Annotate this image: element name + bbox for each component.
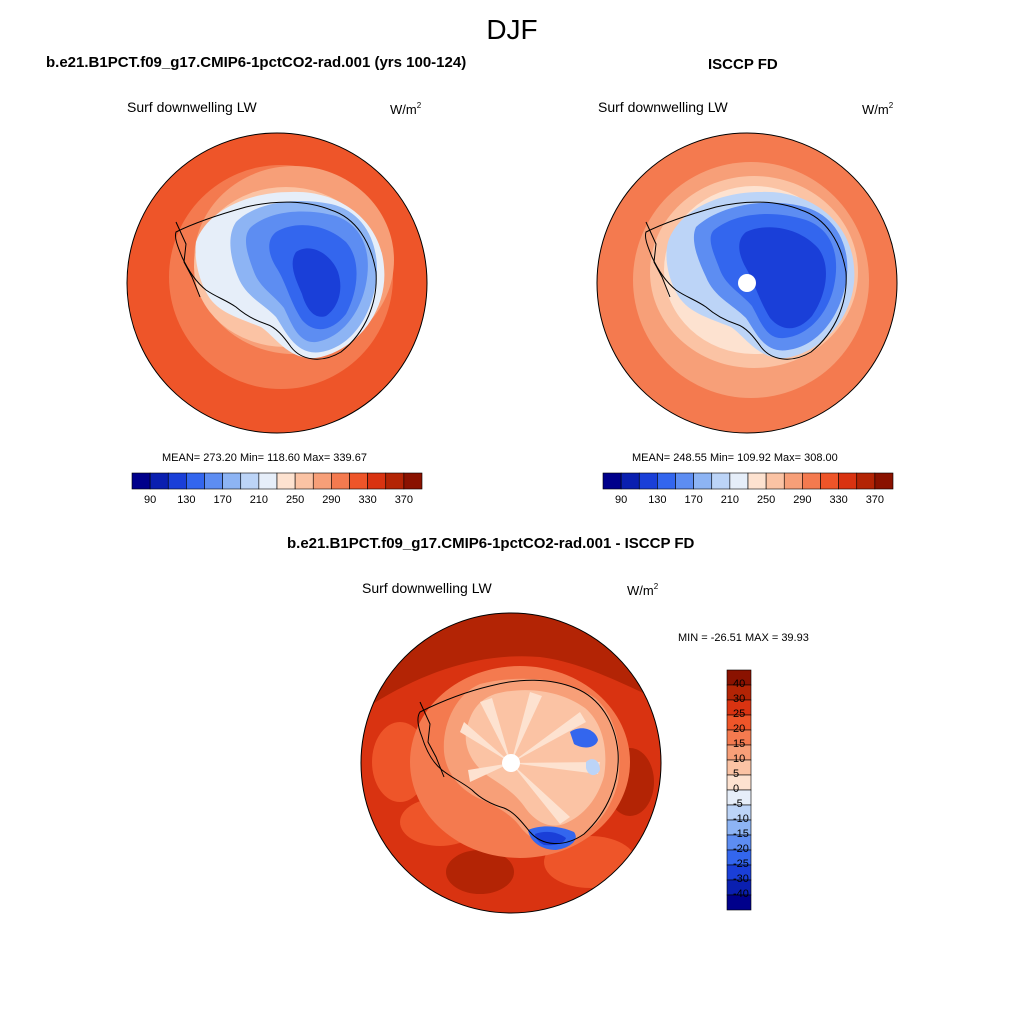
panel-c-variable-label: Surf downwelling LW [362, 580, 492, 596]
panel-c-colorbar [726, 669, 752, 911]
colorbar-swatch [638, 472, 658, 490]
colorbar-tick-label: 10 [733, 753, 746, 765]
panel-c-polar-map [360, 612, 662, 914]
panel-a-units: W/m2 [390, 101, 422, 117]
colorbar-tick-label: -25 [733, 858, 749, 870]
colorbar-swatch [856, 472, 876, 490]
panel-a-coastline [175, 201, 377, 360]
colorbar-swatch [240, 472, 260, 490]
panel-b-polar-map [596, 132, 898, 434]
colorbar-swatch [765, 472, 785, 490]
panel-c-units: W/m2 [627, 582, 659, 598]
colorbar-swatch [675, 472, 694, 490]
colorbar-tick-label: 290 [793, 494, 812, 506]
panel-a-stats: MEAN= 273.20 Min= 118.60 Max= 339.67 [162, 452, 367, 464]
colorbar-tick-label: 330 [829, 494, 848, 506]
colorbar-swatch [331, 472, 350, 490]
panel-a-case-title: b.e21.B1PCT.f09_g17.CMIP6-1pctCO2-rad.00… [46, 54, 467, 71]
panel-a-polar-map [126, 132, 428, 434]
colorbar-tick-label: -15 [733, 828, 749, 840]
colorbar-tick-label: 250 [756, 494, 776, 506]
panel-c-coastline [417, 679, 619, 845]
colorbar-swatch [729, 472, 749, 490]
colorbar-swatch [711, 472, 731, 490]
colorbar-swatch [620, 472, 640, 490]
panel-b-case-title: ISCCP FD [708, 56, 778, 73]
panel-b-coastline [645, 201, 847, 360]
colorbar-swatch [367, 472, 387, 490]
panel-a-colorbar [131, 472, 423, 490]
colorbar-swatch [131, 472, 151, 490]
colorbar-swatch [294, 472, 314, 490]
colorbar-swatch [403, 472, 423, 490]
colorbar-tick-label: 210 [720, 494, 740, 506]
panel-b-units: W/m2 [862, 101, 894, 117]
colorbar-swatch [186, 472, 205, 490]
colorbar-tick-label: 0 [733, 783, 740, 795]
panel-b-variable-label: Surf downwelling LW [598, 99, 728, 115]
colorbar-swatch [602, 472, 622, 490]
colorbar-tick-label: -10 [733, 813, 749, 825]
colorbar-swatch [783, 472, 803, 490]
colorbar-swatch [312, 472, 332, 490]
colorbar-swatch [693, 472, 713, 490]
colorbar-tick-label: 250 [285, 494, 305, 506]
colorbar-tick-label: 30 [733, 693, 746, 705]
colorbar-tick-label: 90 [144, 494, 157, 506]
colorbar-tick-label: -40 [733, 888, 749, 900]
colorbar-swatch [820, 472, 839, 490]
colorbar-tick-label: 25 [733, 708, 746, 720]
colorbar-swatch [149, 472, 169, 490]
colorbar-tick-label: -30 [733, 873, 749, 885]
colorbar-tick-label: -20 [733, 843, 749, 855]
colorbar-swatch [747, 472, 767, 490]
colorbar-tick-label: 370 [865, 494, 885, 506]
panel-b-stats: MEAN= 248.55 Min= 109.92 Max= 308.00 [632, 452, 838, 464]
colorbar-swatch [349, 472, 368, 490]
colorbar-swatch [874, 472, 894, 490]
colorbar-swatch [385, 472, 405, 490]
colorbar-swatch [258, 472, 278, 490]
colorbar-tick-label: 15 [733, 738, 746, 750]
colorbar-tick-label: 20 [733, 723, 746, 735]
colorbar-tick-label: 5 [733, 768, 740, 780]
colorbar-tick-label: 370 [394, 494, 414, 506]
colorbar-swatch [838, 472, 858, 490]
colorbar-swatch [657, 472, 676, 490]
panel-a-variable-label: Surf downwelling LW [127, 99, 257, 115]
colorbar-tick-label: 40 [733, 678, 746, 690]
colorbar-swatch [726, 894, 752, 911]
colorbar-swatch [167, 472, 187, 490]
panel-c-case-title: b.e21.B1PCT.f09_g17.CMIP6-1pctCO2-rad.00… [287, 535, 695, 552]
figure-title: DJF [486, 14, 538, 45]
colorbar-tick-label: 210 [249, 494, 269, 506]
panel-c-stats: MIN = -26.51 MAX = 39.93 [678, 632, 809, 644]
panel-b-colorbar [602, 472, 894, 490]
colorbar-tick-label: 170 [684, 494, 703, 506]
colorbar-tick-label: 130 [177, 494, 196, 506]
colorbar-swatch [802, 472, 821, 490]
colorbar-swatch [276, 472, 296, 490]
colorbar-tick-label: -5 [733, 798, 743, 810]
colorbar-tick-label: 170 [213, 494, 232, 506]
colorbar-tick-label: 330 [358, 494, 377, 506]
colorbar-swatch [204, 472, 223, 490]
colorbar-tick-label: 90 [615, 494, 628, 506]
colorbar-tick-label: 290 [322, 494, 341, 506]
colorbar-swatch [222, 472, 242, 490]
colorbar-tick-label: 130 [648, 494, 667, 506]
